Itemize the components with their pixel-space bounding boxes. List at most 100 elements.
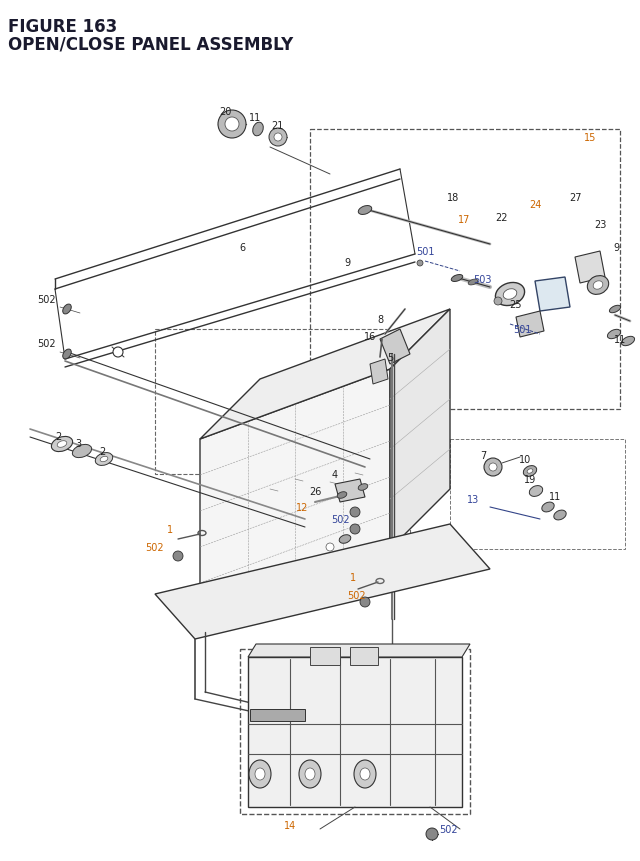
Text: 18: 18: [447, 193, 459, 202]
Circle shape: [489, 463, 497, 472]
Polygon shape: [575, 251, 605, 283]
Circle shape: [274, 133, 282, 142]
Circle shape: [225, 118, 239, 132]
Ellipse shape: [72, 445, 92, 458]
Polygon shape: [516, 312, 544, 338]
Polygon shape: [248, 644, 470, 657]
Ellipse shape: [495, 283, 525, 307]
Ellipse shape: [354, 760, 376, 788]
Ellipse shape: [255, 768, 265, 780]
Ellipse shape: [524, 466, 537, 477]
Polygon shape: [335, 480, 365, 503]
Ellipse shape: [358, 484, 368, 491]
Text: 27: 27: [569, 193, 581, 202]
Text: 1: 1: [167, 524, 173, 535]
Text: 9: 9: [613, 243, 619, 253]
Circle shape: [484, 458, 502, 476]
Bar: [450, 439, 625, 549]
Ellipse shape: [588, 276, 609, 295]
Text: 1: 1: [350, 573, 356, 582]
Text: 13: 13: [467, 494, 479, 505]
Ellipse shape: [95, 453, 113, 466]
Polygon shape: [200, 369, 390, 619]
Text: 10: 10: [519, 455, 531, 464]
Ellipse shape: [57, 441, 67, 448]
Ellipse shape: [63, 350, 71, 360]
Circle shape: [269, 129, 287, 147]
Ellipse shape: [451, 276, 463, 282]
Text: 11: 11: [614, 335, 626, 344]
Text: 24: 24: [529, 200, 541, 210]
Text: 3: 3: [75, 438, 81, 449]
Text: 22: 22: [496, 213, 508, 223]
Ellipse shape: [339, 535, 351, 543]
Text: 502: 502: [38, 338, 56, 349]
Text: 11: 11: [249, 113, 261, 123]
Ellipse shape: [621, 337, 635, 346]
Text: 21: 21: [271, 121, 283, 131]
Ellipse shape: [554, 511, 566, 520]
Ellipse shape: [360, 768, 370, 780]
Ellipse shape: [63, 305, 71, 314]
Text: 4: 4: [332, 469, 338, 480]
Ellipse shape: [609, 306, 621, 313]
Ellipse shape: [607, 330, 621, 339]
Circle shape: [173, 551, 183, 561]
Polygon shape: [200, 310, 450, 439]
Ellipse shape: [468, 280, 478, 286]
Text: OPEN/CLOSE PANEL ASSEMBLY: OPEN/CLOSE PANEL ASSEMBLY: [8, 35, 293, 53]
Ellipse shape: [593, 282, 603, 290]
Text: 25: 25: [509, 300, 521, 310]
Text: 11: 11: [549, 492, 561, 501]
Text: 14: 14: [284, 820, 296, 830]
Text: 17: 17: [458, 214, 470, 225]
Text: 16: 16: [364, 331, 376, 342]
Bar: [250, 709, 305, 722]
Text: 19: 19: [524, 474, 536, 485]
Text: 15: 15: [584, 133, 596, 143]
Bar: [240, 649, 470, 814]
Ellipse shape: [529, 486, 543, 497]
Text: 502: 502: [438, 824, 458, 834]
Ellipse shape: [503, 289, 516, 300]
Ellipse shape: [542, 503, 554, 512]
Polygon shape: [248, 657, 462, 807]
Bar: [295, 510, 410, 585]
Circle shape: [218, 111, 246, 139]
Polygon shape: [155, 524, 490, 639]
Text: 9: 9: [344, 257, 350, 268]
Text: FIGURE 163: FIGURE 163: [8, 18, 117, 36]
Circle shape: [350, 524, 360, 535]
Ellipse shape: [337, 492, 347, 499]
Text: 2: 2: [99, 447, 105, 456]
Text: 26: 26: [309, 486, 321, 497]
Text: 7: 7: [480, 450, 486, 461]
Bar: [350, 647, 378, 666]
Text: 8: 8: [377, 314, 383, 325]
Text: 502: 502: [348, 591, 366, 600]
Text: 502: 502: [331, 514, 349, 524]
Circle shape: [350, 507, 360, 517]
Bar: [310, 647, 340, 666]
Polygon shape: [370, 360, 388, 385]
Text: 6: 6: [239, 243, 245, 253]
Ellipse shape: [249, 760, 271, 788]
Ellipse shape: [527, 469, 533, 474]
Text: 503: 503: [473, 275, 492, 285]
Ellipse shape: [299, 760, 321, 788]
Text: 502: 502: [146, 542, 164, 553]
Circle shape: [326, 543, 334, 551]
Circle shape: [113, 348, 123, 357]
Text: 2: 2: [55, 431, 61, 442]
Text: 5: 5: [387, 353, 393, 362]
Circle shape: [426, 828, 438, 840]
Text: 20: 20: [219, 107, 231, 117]
Polygon shape: [390, 310, 450, 549]
Ellipse shape: [358, 207, 372, 215]
Ellipse shape: [51, 437, 72, 452]
Text: 12: 12: [296, 503, 308, 512]
Circle shape: [360, 598, 370, 607]
Bar: [310, 130, 620, 410]
Text: 502: 502: [38, 294, 56, 305]
Ellipse shape: [305, 768, 315, 780]
